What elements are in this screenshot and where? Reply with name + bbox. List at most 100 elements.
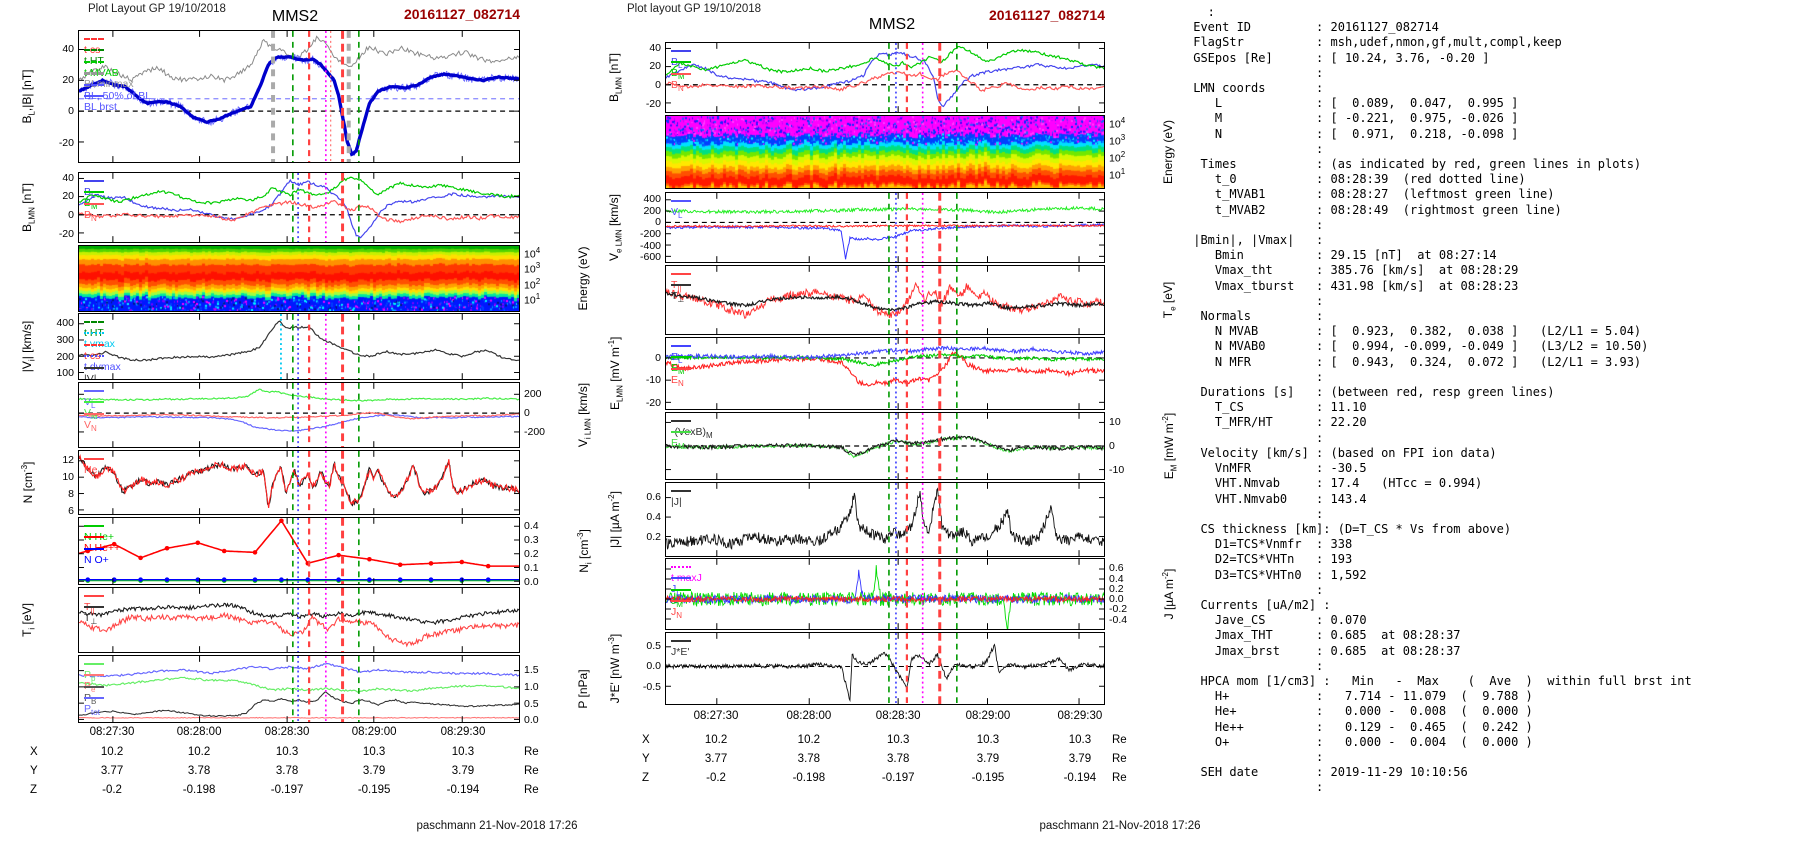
legend-item: t cs bbox=[84, 33, 151, 55]
panel-plot bbox=[666, 559, 1104, 629]
event-info-panel: : Event ID : 20161127_082714 FlagStr : m… bbox=[1193, 5, 1692, 795]
axis-label-jdote: J*E' [nW m-3] bbox=[607, 633, 622, 704]
legend-item: BN bbox=[671, 68, 695, 93]
legend-line-sample bbox=[84, 524, 104, 527]
y-tick-label: 20 bbox=[62, 74, 74, 87]
position-value: 3.77 bbox=[704, 753, 728, 765]
position-value: 10.2 bbox=[100, 746, 124, 758]
legend-line-sample bbox=[84, 320, 104, 323]
legend-label: EN bbox=[671, 373, 684, 388]
legend-item: t maxJ bbox=[671, 561, 702, 583]
plot-layout-label-left: Plot Layout GP 19/10/2018 bbox=[88, 3, 226, 15]
position-row-label: X bbox=[642, 734, 650, 746]
legend-item: VL bbox=[671, 195, 695, 220]
y-tick-label: 0.4 bbox=[1109, 572, 1124, 585]
y-tick-label: 0.0 bbox=[1109, 593, 1124, 606]
position-row-label: Z bbox=[642, 772, 650, 784]
legend-label: VN bbox=[84, 418, 97, 433]
panel-legend: t maxJ JL JM JN bbox=[671, 561, 702, 620]
legend-item: BL bbox=[84, 175, 108, 200]
panel-b-lmn: BL BM BN bbox=[665, 42, 1105, 113]
position-value: 3.78 bbox=[187, 765, 211, 777]
legend-label: Ne bbox=[84, 463, 98, 476]
panel-plot bbox=[79, 518, 519, 584]
axis-label-b-lmn: BLMN [nT] bbox=[20, 183, 37, 232]
position-value: 3.78 bbox=[275, 765, 299, 777]
legend-item: JM bbox=[671, 584, 702, 609]
legend-label: Ptot bbox=[84, 703, 100, 718]
y-tick-label: 12 bbox=[62, 454, 74, 467]
axis-label-ti: Ti [eV] bbox=[20, 603, 37, 637]
y-tick-label: 103 bbox=[1109, 133, 1126, 148]
legend-item: t HT bbox=[84, 316, 121, 338]
plot-title-middle: MMS2 bbox=[868, 16, 916, 33]
legend-label: BLminmax bbox=[84, 78, 134, 90]
position-unit: Re bbox=[1112, 734, 1127, 746]
axis-label-jmag: |J| [µA m-2] bbox=[607, 491, 622, 548]
position-value: -0.198 bbox=[182, 784, 216, 796]
panel-vi-mag: t HT t vmax t cs t dvmax |V| bbox=[78, 313, 520, 380]
legend-line-sample bbox=[84, 685, 104, 688]
legend-item: EN bbox=[671, 363, 695, 388]
y-tick-label: 0.0 bbox=[524, 714, 539, 727]
position-value: -0.194 bbox=[1063, 772, 1097, 784]
y-tick-label: 104 bbox=[1109, 116, 1126, 131]
time-tick-label: 08:29:00 bbox=[965, 710, 1011, 722]
position-row-label: Y bbox=[642, 753, 650, 765]
time-tick-label: 08:27:30 bbox=[89, 726, 135, 738]
legend-line-sample bbox=[671, 72, 691, 75]
legend-item: t vmax bbox=[84, 328, 121, 350]
position-value: -0.197 bbox=[881, 772, 915, 784]
panel-legend: Ne bbox=[84, 453, 108, 475]
panel-legend: J*E' bbox=[671, 635, 695, 657]
legend-item: BL, 50% of BL bbox=[84, 79, 151, 101]
legend-item: t cs bbox=[84, 339, 121, 361]
panel-e-spectrogram bbox=[665, 115, 1105, 189]
legend-item: t HT bbox=[84, 45, 151, 67]
y-tick-label: 300 bbox=[56, 333, 74, 346]
legend-line-sample bbox=[671, 49, 691, 52]
legend-item: Pp bbox=[84, 658, 108, 683]
plot-title-left: MMS2 bbox=[271, 8, 319, 25]
panel-te: T|| T⊥ bbox=[665, 265, 1105, 335]
y-tick-label: 0 bbox=[655, 351, 661, 364]
y-tick-label: 400 bbox=[56, 317, 74, 330]
y-tick-label: 400 bbox=[643, 192, 661, 205]
position-value: 3.79 bbox=[451, 765, 475, 777]
y-tick-label: 100 bbox=[56, 367, 74, 380]
legend-line-sample bbox=[84, 366, 104, 369]
axis-label-vexb-em: EM [mW m-2] bbox=[1161, 412, 1179, 480]
legend-line-sample bbox=[84, 355, 104, 358]
legend-item: N O+ bbox=[84, 543, 120, 565]
y-tick-label: -20 bbox=[58, 227, 74, 240]
position-value: 3.79 bbox=[1068, 753, 1092, 765]
y-tick-label: 0.2 bbox=[524, 547, 539, 560]
y-tick-label: 102 bbox=[1109, 150, 1126, 165]
axis-label-minor-ion-density: Ni [cm-3] bbox=[576, 529, 594, 573]
y-tick-label: 10 bbox=[1109, 415, 1121, 428]
y-tick-label: -0.4 bbox=[1109, 613, 1128, 626]
position-value: 10.3 bbox=[362, 746, 386, 758]
legend-line-sample bbox=[671, 272, 691, 275]
y-tick-label: 0 bbox=[655, 216, 661, 229]
position-value: -0.195 bbox=[357, 784, 391, 796]
y-tick-label: 0.1 bbox=[524, 562, 539, 574]
y-tick-label: -10 bbox=[1109, 464, 1125, 477]
time-tick-label: 08:29:30 bbox=[1057, 710, 1103, 722]
panel-j-lmn: t maxJ JL JM JN bbox=[665, 558, 1105, 630]
legend-label: T⊥ bbox=[84, 612, 98, 627]
y-tick-label: -0.2 bbox=[1109, 603, 1128, 616]
y-tick-label: 0 bbox=[68, 208, 74, 221]
y-tick-label: 40 bbox=[649, 41, 661, 54]
panel-b-lmn: BL BM BN bbox=[78, 172, 520, 243]
legend-line-sample bbox=[84, 547, 104, 550]
spectrogram-canvas bbox=[79, 246, 519, 311]
legend-line-sample bbox=[84, 401, 104, 404]
legend-line-sample bbox=[84, 60, 104, 63]
position-value: -0.2 bbox=[102, 784, 122, 796]
legend-line-sample bbox=[84, 674, 104, 677]
time-tick-label: 08:28:30 bbox=[264, 726, 310, 738]
legend-label: |V| bbox=[84, 372, 97, 380]
y-tick-label: 200 bbox=[524, 387, 542, 400]
